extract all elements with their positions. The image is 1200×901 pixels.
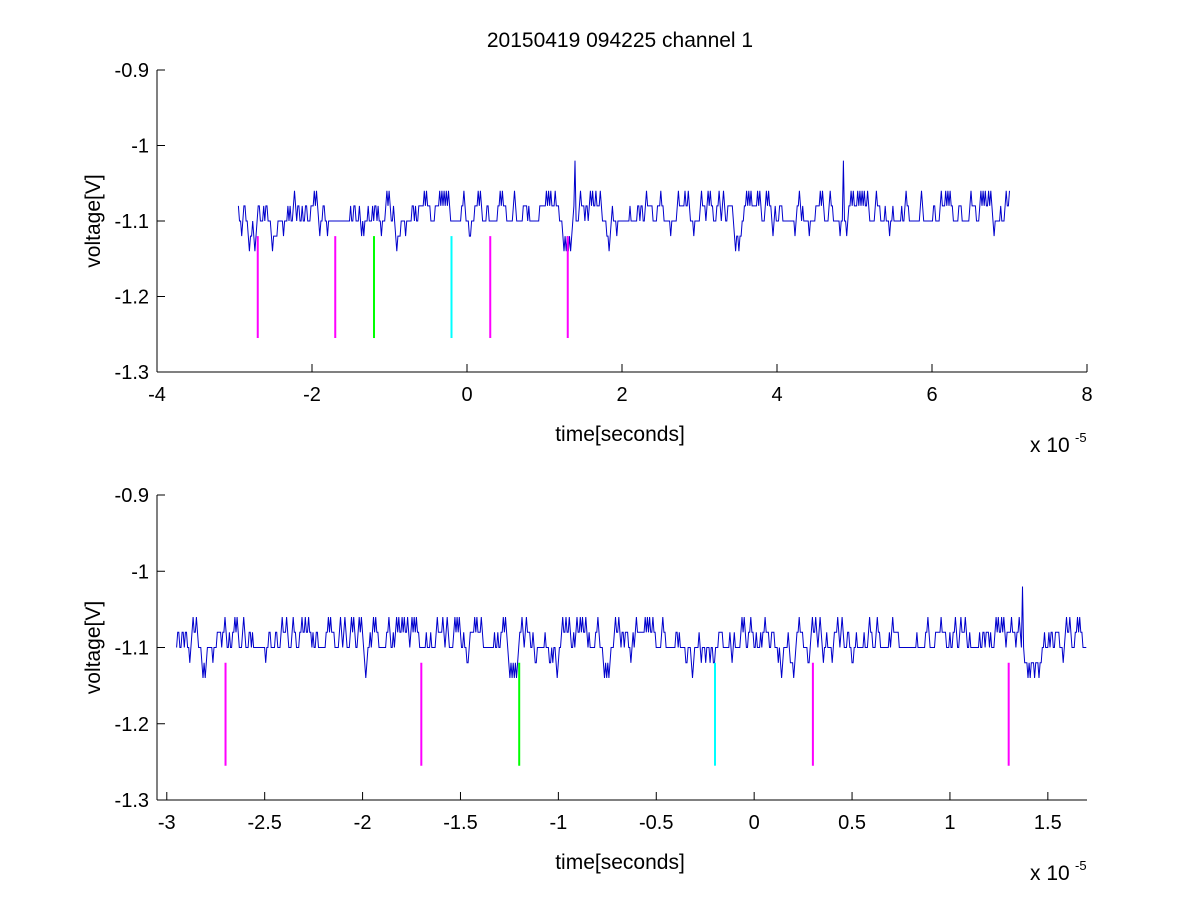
x-tick-label: 0 bbox=[749, 812, 760, 834]
y-tick-label: -1.2 bbox=[115, 287, 149, 309]
x-tick-label: 6 bbox=[926, 384, 937, 406]
x-tick-label: 0 bbox=[461, 384, 472, 406]
y-tick-label: -1 bbox=[131, 136, 149, 158]
y-tick-label: -1.3 bbox=[115, 790, 149, 812]
x-tick-label: 2 bbox=[616, 384, 627, 406]
x-exponent-label: x 10 bbox=[1030, 862, 1070, 885]
bottom-plot: -3 -2.5 -2 -1.5 -1 -0.5 0 0.5 1 1.5 -1.3 -1.2 -1.1 -1… bbox=[82, 485, 1087, 885]
signal-trace bbox=[237, 160, 1010, 252]
x-exponent-power: -5 bbox=[1075, 430, 1087, 445]
y-tick-label: -1.1 bbox=[115, 211, 149, 233]
x-tick-label: -2 bbox=[303, 384, 321, 406]
x-tick-label: 1.5 bbox=[1034, 812, 1062, 834]
y-tick-label: -0.9 bbox=[115, 60, 149, 82]
y-axis-label: voltage[V] bbox=[82, 174, 105, 267]
x-tick-label: 1 bbox=[944, 812, 955, 834]
x-tick-label: 0.5 bbox=[838, 812, 866, 834]
figure-title: 20150419 094225 channel 1 bbox=[487, 29, 753, 52]
x-tick-label: -4 bbox=[148, 384, 166, 406]
x-axis-label: time[seconds] bbox=[555, 851, 685, 874]
y-tick-label: -1.2 bbox=[115, 714, 149, 736]
x-tick-label: -1 bbox=[549, 812, 567, 834]
y-tick-label: -1 bbox=[131, 561, 149, 583]
x-tick-label: 4 bbox=[771, 384, 782, 406]
signal-trace bbox=[176, 586, 1087, 679]
x-axis-label: time[seconds] bbox=[555, 423, 685, 446]
y-tick-label: -1.3 bbox=[115, 362, 149, 384]
y-tick-label: -1.1 bbox=[115, 638, 149, 660]
x-tick-label: -1.5 bbox=[443, 812, 477, 834]
top-plot: -4 -2 0 2 4 6 8 -1.3 -1.2 -1.1 -1 -0.9 time[seconds]… bbox=[82, 60, 1093, 457]
x-tick-label: -2.5 bbox=[247, 812, 281, 834]
x-exponent-label: x 10 bbox=[1030, 434, 1070, 457]
x-exponent-power: -5 bbox=[1075, 858, 1087, 873]
x-tick-label: -0.5 bbox=[639, 812, 673, 834]
x-tick-label: -3 bbox=[158, 812, 176, 834]
x-tick-label: -2 bbox=[354, 812, 372, 834]
y-axis-label: voltage[V] bbox=[82, 601, 105, 694]
y-tick-label: -0.9 bbox=[115, 485, 149, 507]
x-tick-label: 8 bbox=[1081, 384, 1092, 406]
